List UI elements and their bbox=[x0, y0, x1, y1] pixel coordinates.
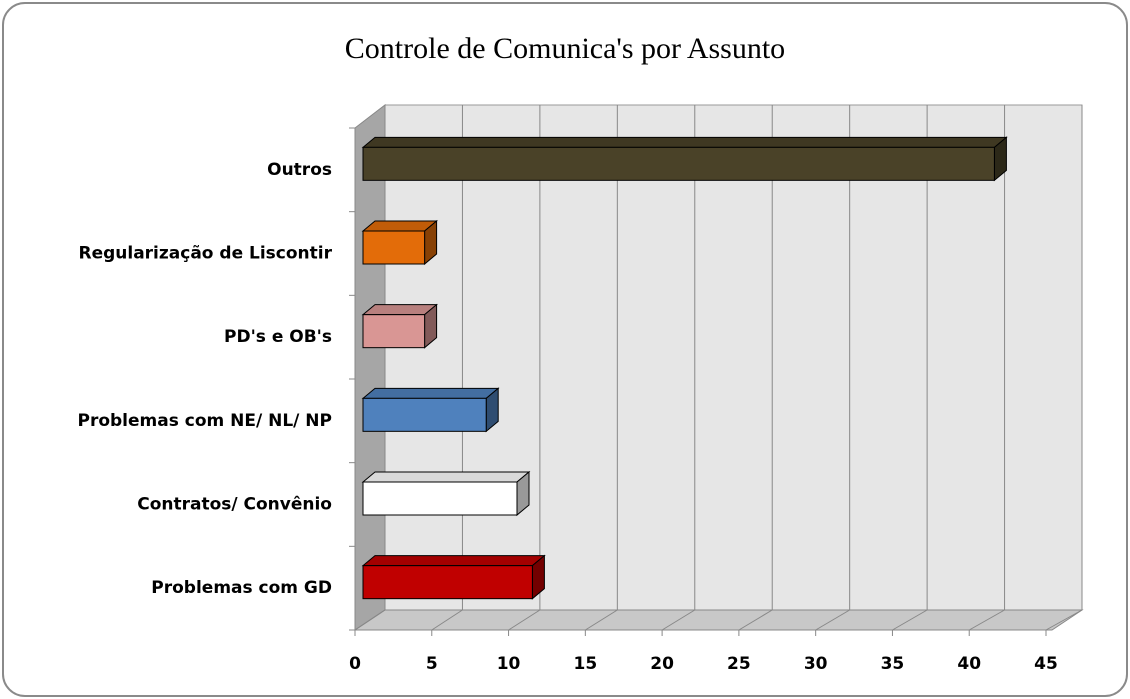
bar-top bbox=[361, 136, 1008, 148]
x-tick-label: 45 bbox=[1034, 654, 1058, 674]
y-tick-label: Problemas com NE/ NL/ NP bbox=[77, 411, 332, 431]
bar-front bbox=[362, 230, 426, 265]
bar-front bbox=[362, 397, 487, 432]
grid-line-floor bbox=[431, 609, 463, 631]
side-wall bbox=[354, 103, 386, 631]
floor bbox=[353, 609, 1084, 631]
bar-front bbox=[362, 146, 995, 181]
x-tick-label: 10 bbox=[497, 654, 521, 674]
chart-title: Controle de Comunica's por Assunto bbox=[345, 32, 785, 65]
x-tick-label: 20 bbox=[650, 654, 674, 674]
bar-top bbox=[361, 387, 500, 399]
bar-top bbox=[361, 555, 546, 567]
bar bbox=[361, 303, 438, 349]
x-tick-label: 40 bbox=[957, 654, 981, 674]
x-tick-label: 0 bbox=[349, 654, 361, 674]
y-tick-label: PD's e OB's bbox=[224, 327, 332, 347]
bar-front bbox=[362, 481, 518, 516]
grid-line-floor bbox=[968, 609, 1005, 631]
y-tick-label: Contratos/ Convênio bbox=[137, 495, 332, 515]
bar-top bbox=[361, 471, 531, 483]
grid-line-floor bbox=[508, 609, 541, 631]
x-tick-label: 35 bbox=[881, 654, 905, 674]
grid-line-floor bbox=[815, 609, 850, 631]
grid-line-floor bbox=[661, 609, 696, 631]
bar bbox=[361, 554, 546, 600]
x-tick-label: 5 bbox=[426, 654, 438, 674]
grid-line-floor bbox=[1045, 609, 1083, 631]
bar-front bbox=[362, 565, 533, 600]
y-tick-label: Outros bbox=[267, 160, 332, 180]
grid-line-floor bbox=[354, 609, 386, 631]
x-tick-label: 30 bbox=[804, 654, 828, 674]
bar bbox=[361, 470, 531, 517]
bar bbox=[361, 219, 438, 266]
x-tick-label: 25 bbox=[727, 654, 751, 674]
y-tick-label: Regularização de Liscontir bbox=[78, 244, 332, 264]
bar bbox=[361, 387, 500, 433]
x-tick-label: 15 bbox=[573, 654, 597, 674]
bar bbox=[361, 136, 1008, 182]
y-tick-label: Problemas com GD bbox=[151, 578, 332, 598]
grid-line-floor bbox=[738, 609, 773, 631]
bar-top bbox=[361, 304, 438, 316]
bar-front bbox=[362, 314, 426, 349]
bar-top bbox=[361, 220, 438, 232]
grid-line-floor bbox=[585, 609, 618, 631]
grid-line-floor bbox=[892, 609, 928, 631]
